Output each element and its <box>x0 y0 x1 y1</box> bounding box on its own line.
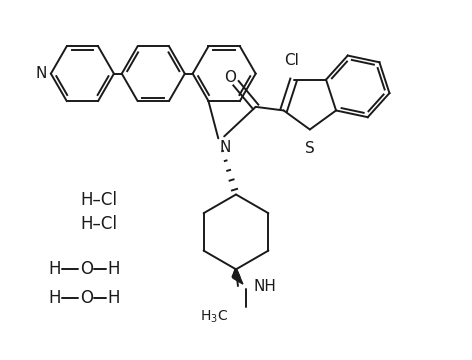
Polygon shape <box>235 269 237 270</box>
Text: H–Cl: H–Cl <box>80 191 118 209</box>
Polygon shape <box>234 272 238 273</box>
Text: H: H <box>108 260 120 278</box>
Polygon shape <box>233 274 239 275</box>
Text: O: O <box>80 289 93 307</box>
Text: H: H <box>49 289 61 307</box>
Text: NH: NH <box>254 279 277 293</box>
Text: O: O <box>80 260 93 278</box>
Polygon shape <box>234 273 238 274</box>
Text: O: O <box>224 70 236 85</box>
Text: H: H <box>49 260 61 278</box>
Polygon shape <box>235 270 237 271</box>
Text: S: S <box>305 141 315 156</box>
Polygon shape <box>233 275 239 276</box>
Text: H: H <box>108 289 120 307</box>
Text: N: N <box>219 140 231 155</box>
Text: H–Cl: H–Cl <box>80 215 118 233</box>
Text: Cl: Cl <box>284 53 299 68</box>
Text: H$_3$C: H$_3$C <box>200 309 228 325</box>
Text: N: N <box>35 66 47 81</box>
Polygon shape <box>232 276 240 277</box>
Polygon shape <box>233 268 243 284</box>
Polygon shape <box>235 271 237 272</box>
